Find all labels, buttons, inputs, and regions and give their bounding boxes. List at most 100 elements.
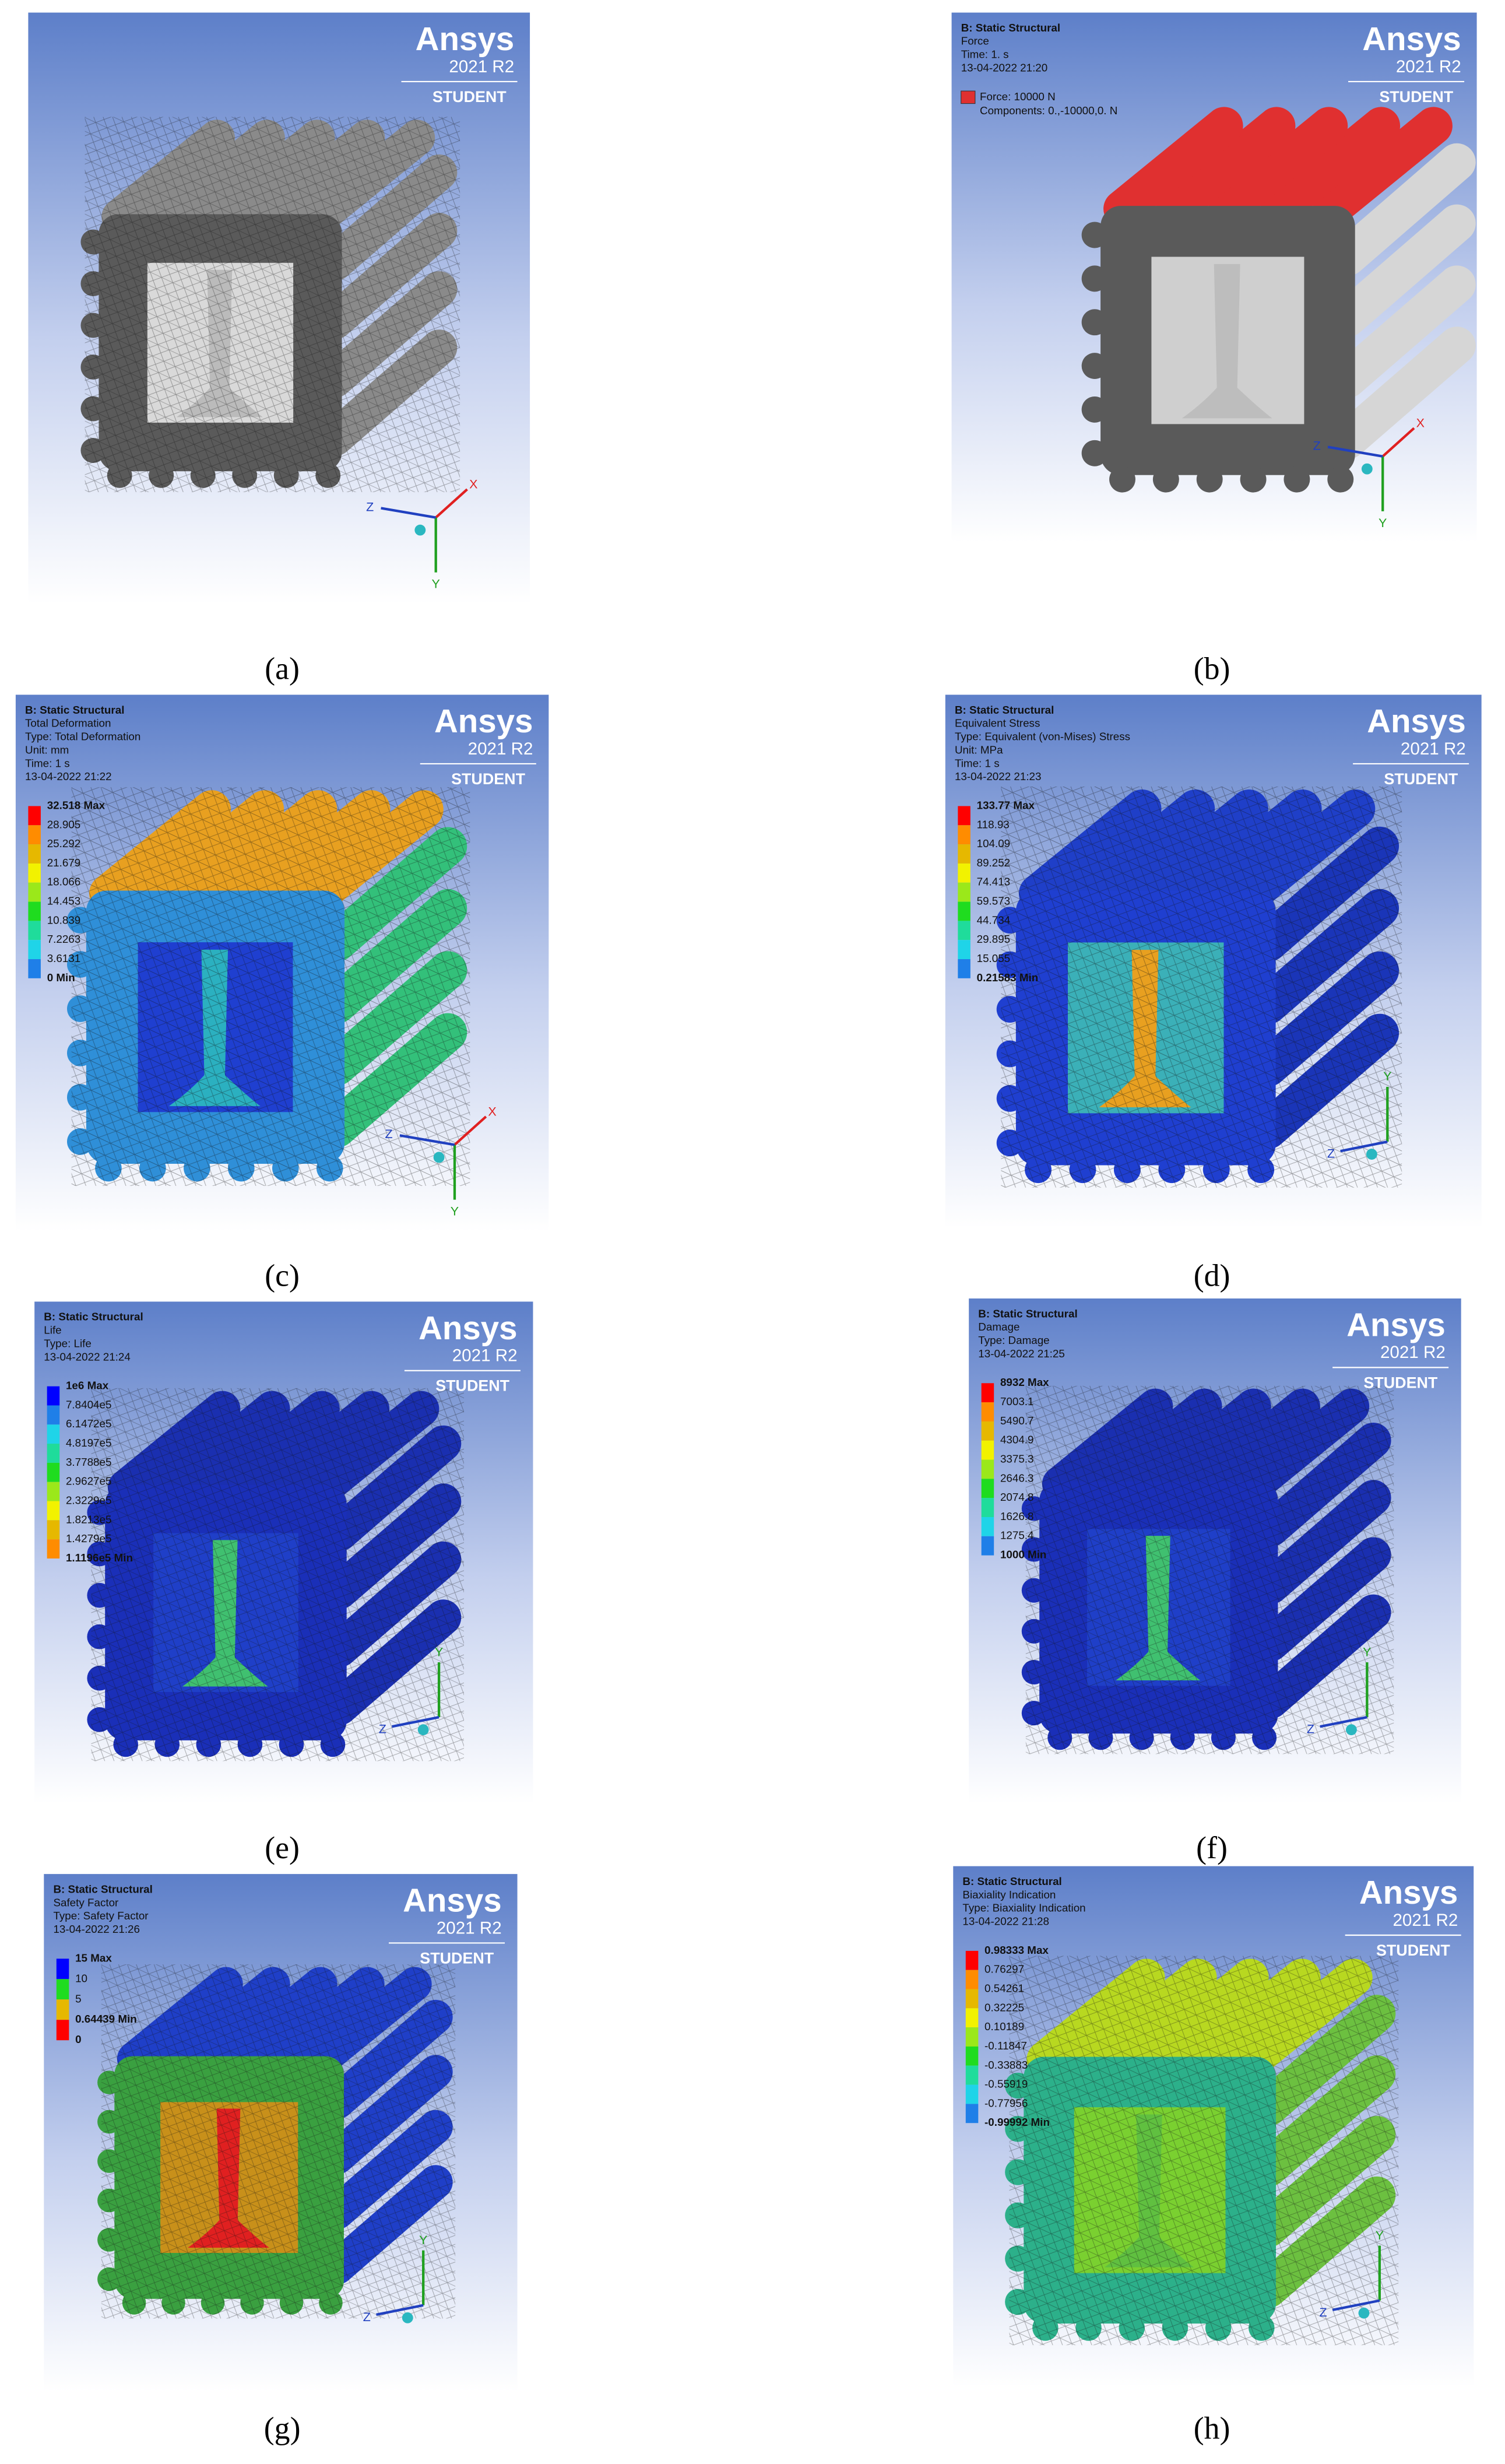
header-line: B: Static Structural xyxy=(962,1875,1061,1887)
header-line: Force xyxy=(961,35,989,47)
header-line: Time: 1. s xyxy=(961,48,1009,61)
legend-label: -0.55919 xyxy=(984,2078,1028,2090)
legend-band xyxy=(47,1405,60,1425)
edge-bump xyxy=(1109,466,1135,493)
legend-label: 5490.7 xyxy=(1000,1414,1034,1427)
triad-origin xyxy=(1346,1724,1357,1736)
triad-axis xyxy=(1381,427,1415,458)
logo-name: Ansys xyxy=(1367,703,1466,739)
legend-label: 1.1196e5 Min xyxy=(66,1552,133,1564)
triad-label: Y xyxy=(432,577,440,591)
legend-label: 0.10189 xyxy=(984,2020,1024,2033)
logo-version: 2021 R2 xyxy=(1401,739,1466,759)
top-ridge xyxy=(1103,107,1243,228)
header-line: Life xyxy=(44,1324,61,1336)
legend-band xyxy=(958,844,970,864)
legend-label: 28.905 xyxy=(47,818,81,830)
logo-name: Ansys xyxy=(419,1310,518,1346)
side-ridge xyxy=(1328,327,1476,459)
legend-label: 32.518 Max xyxy=(47,799,106,811)
legend-band xyxy=(28,921,41,940)
triad-label: Z xyxy=(379,1722,386,1736)
header-line: Type: Biaxiality Indication xyxy=(962,1902,1085,1914)
legend-band xyxy=(28,844,41,864)
edge-bump xyxy=(1240,466,1267,493)
legend-label: 0.54261 xyxy=(984,1982,1024,1994)
legend-label: 7.2263 xyxy=(47,933,81,945)
legend-band xyxy=(28,882,41,902)
scaffold-model xyxy=(80,117,460,493)
scaffold-model xyxy=(996,786,1402,1188)
legend-band xyxy=(958,806,970,826)
legend-label: 89.252 xyxy=(977,857,1011,869)
legend-label: 14.453 xyxy=(47,895,81,907)
legend-label: 1000 Min xyxy=(1000,1549,1046,1561)
logo-name: Ansys xyxy=(1346,1307,1446,1343)
legend-label: 6.1472e5 xyxy=(66,1417,111,1430)
header-line: Type: Total Deformation xyxy=(25,731,140,743)
panel-label: (f) xyxy=(1196,1830,1228,1865)
legend-band xyxy=(981,1536,994,1556)
triad-origin xyxy=(1358,2307,1370,2319)
header-line: Time: 1 s xyxy=(25,757,70,769)
edge-bump xyxy=(1081,265,1108,292)
triad-label: Y xyxy=(1376,2228,1384,2242)
legend-band xyxy=(56,2020,69,2041)
scaffold-model xyxy=(1021,1385,1394,1754)
scaffold-model xyxy=(87,1388,465,1761)
legend-label: 3.7788e5 xyxy=(66,1456,111,1468)
panel-label: (e) xyxy=(265,1830,300,1865)
header-line: Type: Equivalent (von-Mises) Stress xyxy=(955,731,1130,743)
legend-band xyxy=(47,1539,60,1559)
logo-version: 2021 R2 xyxy=(1393,1911,1458,1930)
header-line: Type: Damage xyxy=(978,1334,1049,1346)
legend-band xyxy=(958,825,970,845)
legend-label: 104.09 xyxy=(977,837,1011,850)
legend-band xyxy=(958,882,970,902)
triad-label: Z xyxy=(1313,438,1321,452)
scaffold-model xyxy=(1081,107,1476,493)
header-line: Unit: mm xyxy=(25,743,69,756)
legend-label: 0.98333 Max xyxy=(984,1944,1049,1956)
legend-band xyxy=(981,1479,994,1498)
header-line: B: Static Structural xyxy=(961,22,1060,34)
header-line: Type: Life xyxy=(44,1337,92,1349)
mesh-overlay xyxy=(71,787,470,1186)
legend-swatch xyxy=(961,90,976,104)
triad-axis xyxy=(381,507,437,519)
legend-band xyxy=(958,901,970,921)
header-line: B: Static Structural xyxy=(44,1311,143,1323)
logo-edition: STUDENT xyxy=(1376,1942,1450,1959)
triad-label: Y xyxy=(1379,516,1387,530)
triad-axis xyxy=(453,1115,487,1146)
legend-band xyxy=(28,863,41,883)
header-line: Damage xyxy=(978,1321,1019,1333)
legend-band xyxy=(47,1462,60,1482)
panel-label: (b) xyxy=(1194,651,1230,686)
legend-band xyxy=(47,1444,60,1463)
legend-label: 29.895 xyxy=(977,933,1011,945)
panel-label: (a) xyxy=(265,651,300,686)
legend-label: 4304.9 xyxy=(1000,1434,1034,1446)
legend-band xyxy=(56,1999,69,2020)
legend-label: -0.33883 xyxy=(984,2059,1028,2071)
legend-label: 21.679 xyxy=(47,857,81,869)
triad-label: Y xyxy=(435,1645,443,1659)
legend-label: 1275.4 xyxy=(1000,1529,1034,1542)
legend-band xyxy=(965,1970,979,1989)
top-ridge xyxy=(1313,107,1453,228)
legend-label: 1626.8 xyxy=(1000,1510,1034,1522)
legend-band xyxy=(965,2027,979,2047)
legend-band xyxy=(28,806,41,826)
legend-label: 15 Max xyxy=(75,1951,112,1964)
triad-label: Y xyxy=(419,2233,427,2247)
legend-band xyxy=(28,825,41,845)
legend-label: 74.413 xyxy=(977,876,1011,888)
